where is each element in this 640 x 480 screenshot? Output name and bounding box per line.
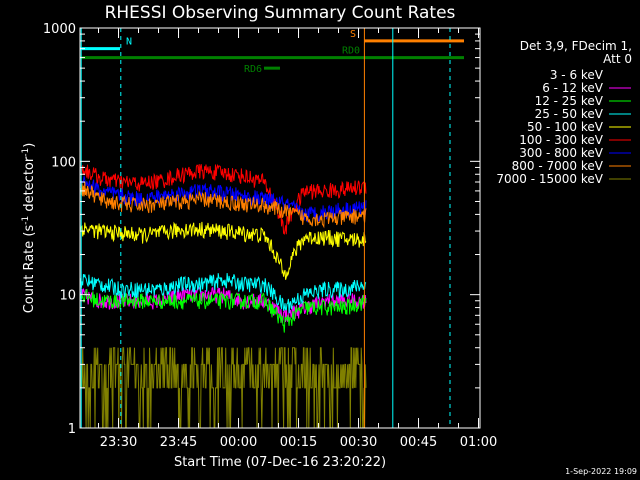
series-line bbox=[79, 221, 367, 280]
series-line bbox=[79, 175, 367, 223]
x-tick-label: 00:00 bbox=[220, 435, 257, 450]
footer-timestamp: 1-Sep-2022 19:09 bbox=[565, 467, 637, 476]
x-tick-label: 00:45 bbox=[400, 435, 437, 450]
annotation-label: N bbox=[126, 37, 132, 48]
x-tick-label: 00:15 bbox=[280, 435, 317, 450]
plot-frame bbox=[79, 27, 481, 429]
legend-label: 3 - 6 keV bbox=[550, 68, 604, 82]
y-axis: 1 10 100 1000 bbox=[43, 22, 480, 437]
chart-title: RHESSI Observing Summary Count Rates bbox=[105, 3, 456, 23]
series-line bbox=[79, 273, 367, 314]
series-line bbox=[79, 347, 367, 429]
x-tick-label: 23:30 bbox=[100, 435, 137, 450]
annotation-label: RD6 bbox=[244, 64, 262, 75]
x-axis: 23:30 23:45 00:00 00:15 00:30 00:45 01:00 bbox=[98, 28, 497, 450]
series-line bbox=[79, 161, 367, 235]
series-line bbox=[79, 181, 367, 229]
y-axis-title: Count Rate (s-1 detector-1) bbox=[21, 143, 37, 314]
series-line bbox=[79, 289, 367, 333]
legend-label: 7000 - 15000 keV bbox=[496, 172, 603, 186]
x-axis-title: Start Time (07-Dec-16 23:20:22) bbox=[174, 455, 386, 470]
y-axis-title-exp2: -1 bbox=[21, 148, 31, 157]
y-tick-label: 1 bbox=[68, 422, 76, 437]
y-axis-title-end: ) bbox=[22, 143, 37, 148]
plot-area: N S RD0 RD6 bbox=[79, 28, 464, 429]
annotation-label: S bbox=[350, 29, 356, 40]
x-tick-label: 23:45 bbox=[160, 435, 197, 450]
y-tick-label: 100 bbox=[51, 155, 76, 170]
legend-label: 50 - 100 keV bbox=[527, 120, 604, 134]
legend-label: 25 - 50 keV bbox=[535, 107, 604, 121]
legend-label: 300 - 800 keV bbox=[519, 146, 603, 160]
x-tick-label: 00:30 bbox=[340, 435, 377, 450]
y-axis-title-mid: detector bbox=[22, 156, 37, 216]
y-axis-title-exp1: -1 bbox=[21, 216, 31, 225]
legend-label: 100 - 300 keV bbox=[519, 133, 603, 147]
y-tick-label: 1000 bbox=[43, 22, 76, 37]
legend-label: 800 - 7000 keV bbox=[512, 159, 604, 173]
y-tick-label: 10 bbox=[59, 289, 76, 304]
annotation-label: RD0 bbox=[342, 46, 360, 57]
legend-label: 6 - 12 keV bbox=[542, 81, 604, 95]
y-axis-title-main: Count Rate (s bbox=[22, 225, 37, 314]
legend-header-line2: Att 0 bbox=[603, 52, 632, 66]
legend-header-line1: Det 3,9, FDecim 1, bbox=[520, 39, 632, 53]
x-tick-label: 01:00 bbox=[460, 435, 497, 450]
legend-label: 12 - 25 keV bbox=[535, 94, 604, 108]
